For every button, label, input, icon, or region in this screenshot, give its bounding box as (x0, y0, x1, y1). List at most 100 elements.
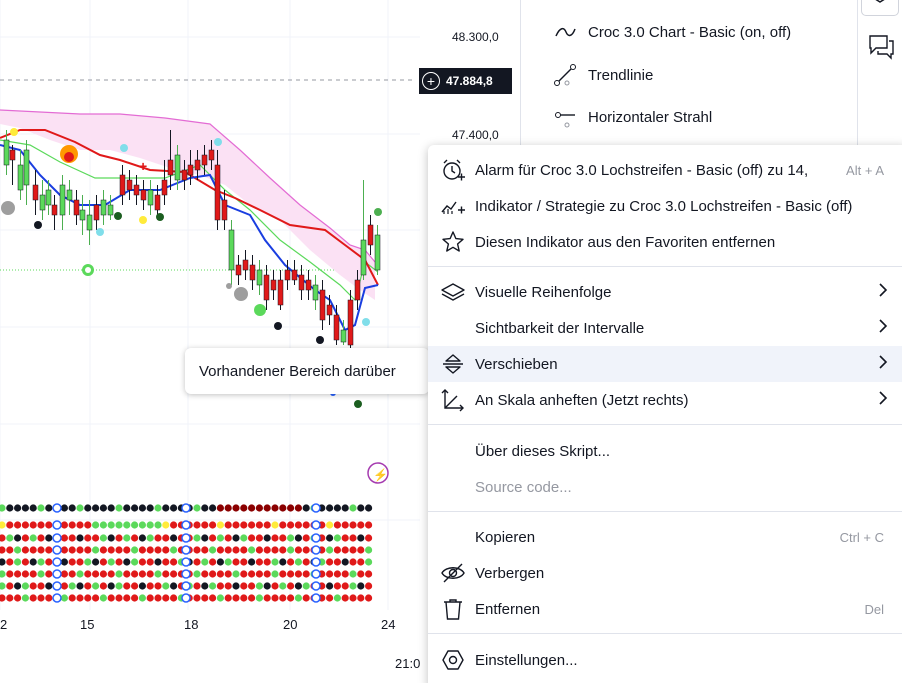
side-item-horizontal-ray[interactable]: Horizontaler Strahl (551, 102, 712, 132)
strip-dot (232, 534, 240, 542)
menu-item-interval-visibility[interactable]: Sichtbarkeit der Intervalle (428, 310, 902, 346)
side-item-label: Croc 3.0 Chart - Basic (on, off) (588, 23, 792, 41)
strip-dot (107, 546, 115, 554)
chart-marker (316, 336, 324, 344)
strip-dot (255, 546, 263, 554)
menu-item-hide[interactable]: Verbergen (428, 555, 902, 591)
candle (147, 189, 154, 206)
candle (167, 159, 174, 176)
strip-dot (209, 582, 217, 590)
candle (32, 184, 39, 201)
candle (228, 229, 235, 271)
strip-dot (37, 582, 45, 590)
date-label-2: 2 (0, 617, 8, 632)
add-plus-icon[interactable]: + (422, 72, 440, 90)
layers-icon[interactable] (861, 0, 899, 16)
strip-dot (193, 546, 201, 554)
strip-dot (271, 570, 279, 578)
menu-item-pin-scale[interactable]: An Skala anheften (Jetzt rechts) (428, 382, 902, 418)
menu-item-settings[interactable]: Einstellungen... (428, 642, 902, 678)
strip-dot (138, 546, 146, 554)
side-item-croc-chart[interactable]: Croc 3.0 Chart - Basic (on, off) (551, 17, 791, 47)
time-axis-label: 21:0 (395, 656, 421, 671)
strip-dot (92, 521, 100, 529)
menu-item-label: Verbergen (475, 564, 545, 582)
strip-dot (99, 521, 107, 529)
strip-dot (224, 521, 232, 529)
strip-dot (365, 558, 373, 566)
strip-dot (209, 546, 217, 554)
strip-dot (60, 546, 68, 554)
menu-item-label: Entfernen (475, 600, 541, 618)
strip-dot (271, 504, 279, 512)
strip-dot (146, 558, 154, 566)
menu-item-about-script[interactable]: Über dieses Skript... (428, 433, 902, 469)
menu-item-add-indicator[interactable]: Indikator / Strategie zu Croc 3.0 Lochst… (428, 188, 902, 224)
strip-dot (201, 594, 209, 602)
strip-dot (201, 521, 209, 529)
strip-dot (138, 570, 146, 578)
menu-item-add-alarm[interactable]: Alarm für Croc 3.0 Lochstreifen - Basic … (428, 152, 902, 188)
menu-item-remove[interactable]: Entfernen Del (428, 591, 902, 627)
strip-dot (209, 570, 217, 578)
strip-dot (84, 570, 92, 578)
chart-marker (214, 138, 222, 146)
menu-item-move[interactable]: Verschieben (428, 346, 902, 382)
strip-dot (92, 594, 100, 602)
strip-dot (263, 504, 271, 512)
horizontal-ray-icon (551, 105, 579, 129)
strip-dot (76, 521, 84, 529)
strip-dot (341, 558, 349, 566)
strip-dot (123, 558, 131, 566)
strip-dot (29, 582, 37, 590)
strip-dot (99, 558, 107, 566)
tooltip-text: Vorhandener Bereich darüber (199, 362, 396, 380)
menu-item-copy[interactable]: Kopieren Ctrl + C (428, 519, 902, 555)
strip-dot (37, 534, 45, 542)
candle (201, 154, 208, 166)
strip-dot (21, 570, 29, 578)
move-icon (440, 351, 466, 377)
strip-dot (193, 534, 201, 542)
strip-dot (138, 521, 146, 529)
side-item-trendline[interactable]: Trendlinie (551, 60, 653, 90)
strip-dot (21, 582, 29, 590)
chat-icon[interactable] (867, 32, 895, 60)
strip-dot (216, 546, 224, 554)
strip-dot (365, 570, 373, 578)
strip-dot (279, 546, 287, 554)
strip-dot (302, 546, 310, 554)
current-price-value: 47.884,8 (446, 74, 493, 88)
candle (360, 239, 367, 276)
candle (107, 204, 114, 216)
candle (354, 279, 361, 301)
chart-pane[interactable]: + ⚡ 48.300,0 47.400,0 + 47.884,8 2 15 18… (0, 0, 520, 683)
candle (367, 224, 374, 246)
strip-dot (6, 594, 14, 602)
strip-dot (6, 582, 14, 590)
chevron-right-icon (878, 283, 888, 301)
pin-scale-icon (440, 387, 466, 413)
candle (161, 179, 168, 196)
strip-dot (263, 546, 271, 554)
candle (242, 259, 249, 271)
strip-dot (193, 582, 201, 590)
strip-dot (271, 582, 279, 590)
strip-dot (99, 534, 107, 542)
menu-item-visual-order[interactable]: Visuelle Reihenfolge (428, 274, 902, 310)
strip-marker (52, 545, 62, 555)
strip-dot (21, 558, 29, 566)
strip-dot (76, 594, 84, 602)
strip-dot (6, 534, 14, 542)
menu-item-remove-favorite[interactable]: Diesen Indikator aus den Favoriten entfe… (428, 224, 902, 260)
strip-dot (341, 546, 349, 554)
strip-dot (365, 521, 373, 529)
strip-dot (294, 570, 302, 578)
current-price-badge[interactable]: + 47.884,8 (419, 68, 512, 94)
strip-dot (68, 570, 76, 578)
lightning-icon[interactable] (367, 462, 389, 484)
chart-canvas[interactable]: + ⚡ (0, 0, 520, 683)
strip-dot (162, 582, 170, 590)
strip-marker (311, 503, 321, 513)
strip-dot (224, 594, 232, 602)
